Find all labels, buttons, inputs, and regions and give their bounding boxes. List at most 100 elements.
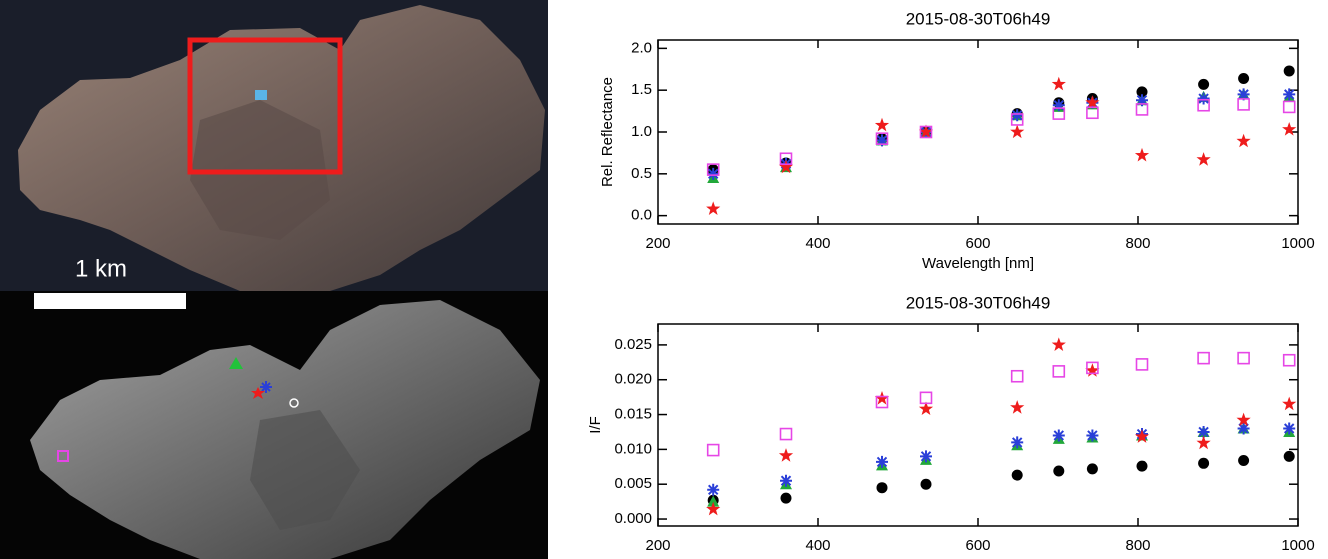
point xyxy=(1238,455,1250,467)
point xyxy=(778,159,794,174)
point xyxy=(706,443,720,457)
color-image: 1 km xyxy=(0,0,548,291)
point xyxy=(1052,365,1066,378)
point xyxy=(1010,113,1024,126)
point xyxy=(1197,92,1210,105)
gray-image xyxy=(0,291,548,559)
y-tick-label: 0.020 xyxy=(614,371,652,388)
point xyxy=(1010,124,1025,139)
point xyxy=(1086,463,1098,475)
point xyxy=(1136,94,1148,107)
point xyxy=(1136,460,1148,472)
point xyxy=(707,483,720,496)
chart-title: 2015-08-30T06h49 xyxy=(906,293,1051,312)
chart-title: 2015-08-30T06h49 xyxy=(906,9,1051,28)
x-tick-label: 800 xyxy=(1125,235,1150,252)
point xyxy=(1086,429,1099,442)
point xyxy=(779,427,793,441)
point xyxy=(707,495,720,507)
point xyxy=(1134,429,1150,443)
point xyxy=(1051,337,1066,351)
point xyxy=(1010,400,1025,414)
x-tick-label: 600 xyxy=(965,537,990,554)
point xyxy=(918,124,934,139)
point xyxy=(874,391,890,405)
point xyxy=(706,501,721,516)
y-tick-label: 0.000 xyxy=(614,510,652,527)
y-tick-label: 0.5 xyxy=(631,165,652,182)
point xyxy=(780,492,792,504)
point xyxy=(1011,436,1024,449)
point xyxy=(1052,99,1065,112)
point xyxy=(1197,425,1210,438)
point xyxy=(1051,76,1066,91)
y-axis-label: I/F xyxy=(587,416,604,434)
point xyxy=(1282,353,1296,367)
x-axis-label: Wavelength [nm] xyxy=(922,557,1034,559)
point xyxy=(1283,88,1296,101)
point xyxy=(1282,122,1297,136)
plot-frame xyxy=(657,39,1299,225)
point xyxy=(1238,72,1250,84)
point xyxy=(1236,412,1251,427)
point xyxy=(876,134,888,147)
point xyxy=(1237,351,1250,365)
point xyxy=(1085,95,1100,109)
point xyxy=(919,125,933,139)
point xyxy=(876,482,888,494)
point xyxy=(1086,361,1099,375)
point xyxy=(1198,457,1210,469)
point xyxy=(875,395,889,409)
plot-frame xyxy=(657,323,1299,527)
point xyxy=(1197,98,1210,112)
x-tick-label: 200 xyxy=(645,537,670,554)
point xyxy=(706,163,720,176)
point xyxy=(1135,358,1149,371)
point xyxy=(1197,351,1210,365)
point xyxy=(875,132,889,145)
point xyxy=(874,117,890,132)
point xyxy=(1198,78,1210,90)
point xyxy=(1283,422,1296,435)
x-tick-label: 1000 xyxy=(1281,537,1314,554)
point xyxy=(779,152,793,166)
point xyxy=(1052,107,1066,120)
point xyxy=(780,474,792,487)
x-axis-label: Wavelength [nm] xyxy=(922,255,1034,272)
point xyxy=(778,448,794,462)
point xyxy=(1136,86,1148,98)
y-tick-label: 0.005 xyxy=(614,475,652,492)
point xyxy=(1196,435,1211,450)
y-tick-label: 0.025 xyxy=(614,336,652,353)
x-tick-label: 1000 xyxy=(1281,235,1314,252)
y-tick-label: 0.0 xyxy=(631,207,652,224)
point xyxy=(706,201,721,215)
point xyxy=(918,401,934,415)
point xyxy=(1086,106,1099,120)
point xyxy=(876,455,888,468)
point xyxy=(1135,103,1149,116)
scale-label: 1 km xyxy=(75,255,127,282)
point xyxy=(1282,100,1296,114)
x-tick-label: 400 xyxy=(805,537,830,554)
y-tick-label: 1.5 xyxy=(631,81,652,98)
point xyxy=(920,478,932,490)
point xyxy=(1237,88,1250,101)
point xyxy=(1134,147,1150,162)
point xyxy=(1052,429,1065,442)
x-tick-label: 200 xyxy=(645,235,670,252)
point xyxy=(1011,109,1024,122)
y-tick-label: 0.015 xyxy=(614,406,652,423)
y-axis-label: Rel. Reflectance xyxy=(599,77,616,187)
y-tick-label: 1.0 xyxy=(631,123,652,140)
point xyxy=(1283,450,1295,462)
point xyxy=(1236,133,1251,148)
point xyxy=(919,391,933,405)
point xyxy=(1237,98,1250,111)
point xyxy=(1010,369,1024,383)
y-tick-label: 2.0 xyxy=(631,39,652,56)
x-tick-label: 800 xyxy=(1125,537,1150,554)
x-tick-label: 400 xyxy=(805,235,830,252)
point xyxy=(1053,465,1065,477)
